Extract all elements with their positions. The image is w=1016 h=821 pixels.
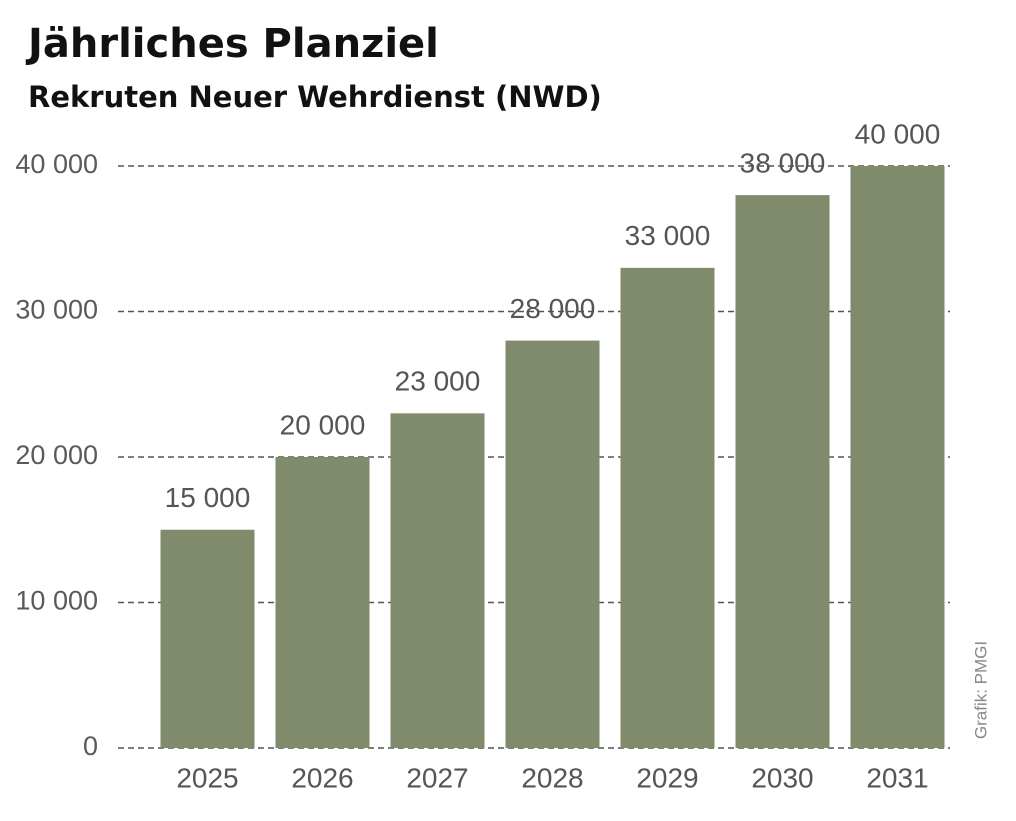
bar xyxy=(160,529,255,748)
y-tick-label: 10 000 xyxy=(15,586,98,616)
x-tick-label: 2027 xyxy=(406,762,468,793)
x-tick-label: 2025 xyxy=(176,762,238,793)
value-label: 20 000 xyxy=(280,409,366,440)
chart-subtitle: Rekruten Neuer Wehrdienst (NWD) xyxy=(28,80,602,114)
y-tick-label: 30 000 xyxy=(15,295,98,325)
x-tick-label: 2026 xyxy=(291,762,353,793)
value-label: 23 000 xyxy=(395,366,481,397)
value-label: 28 000 xyxy=(510,293,596,324)
y-tick-label: 20 000 xyxy=(15,440,98,470)
value-label: 15 000 xyxy=(165,482,251,513)
value-label: 33 000 xyxy=(625,220,711,251)
bar xyxy=(390,413,485,748)
bar xyxy=(275,457,370,748)
credit: Grafik: PMGI xyxy=(971,641,990,739)
bar xyxy=(850,166,945,748)
y-tick-label: 40 000 xyxy=(15,149,98,179)
bar xyxy=(505,340,600,748)
x-tick-label: 2031 xyxy=(866,762,928,793)
bar xyxy=(735,195,830,749)
x-tick-label: 2029 xyxy=(636,762,698,793)
bar xyxy=(620,267,715,748)
chart-title: Jährliches Planziel xyxy=(25,21,439,67)
x-tick-label: 2028 xyxy=(521,762,583,793)
x-tick-label: 2030 xyxy=(751,762,813,793)
y-tick-label: 0 xyxy=(83,731,98,761)
value-label: 40 000 xyxy=(855,118,941,149)
value-label: 38 000 xyxy=(740,147,826,178)
